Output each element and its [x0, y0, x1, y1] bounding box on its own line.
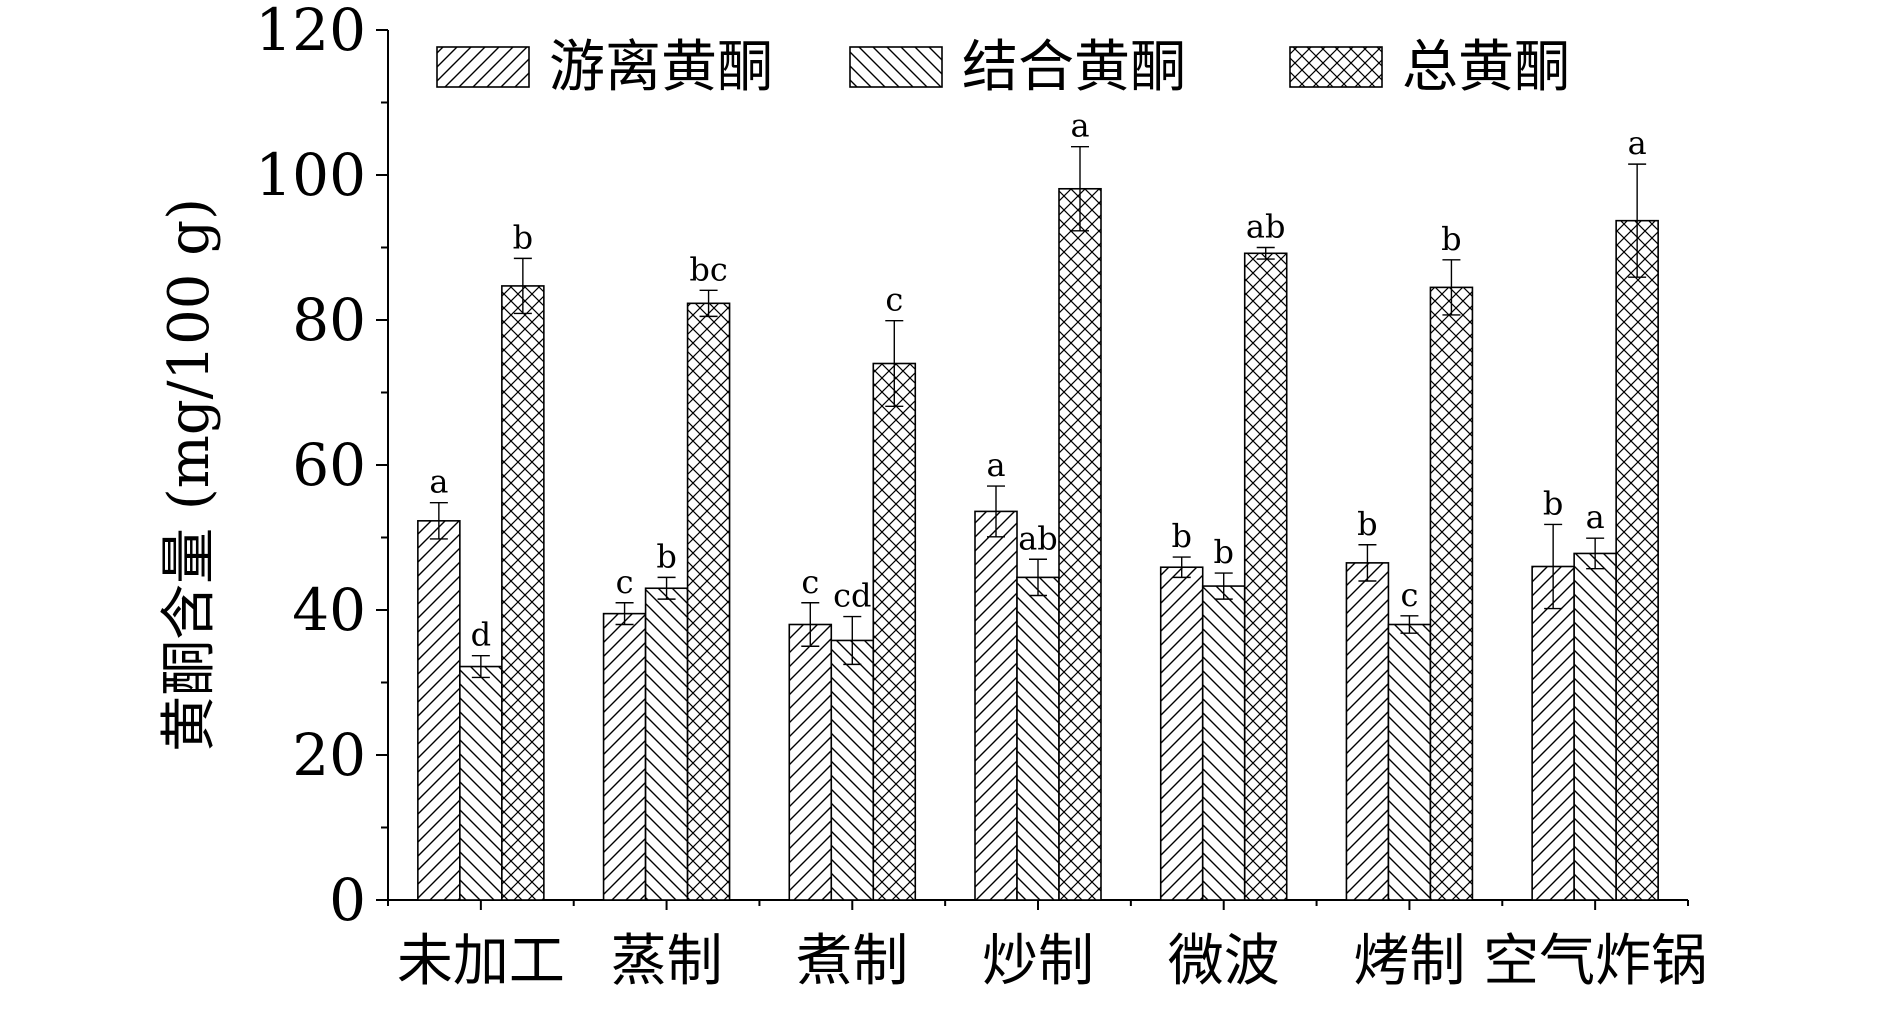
significance-letter: b — [1213, 533, 1233, 571]
legend-swatch — [849, 46, 943, 88]
bar — [1429, 286, 1474, 901]
y-tick-label: 20 — [292, 721, 366, 789]
bar — [974, 510, 1018, 901]
x-category-label: 煮制 — [796, 929, 908, 994]
significance-letter: b — [1171, 517, 1191, 555]
x-category-label: 蒸制 — [611, 929, 723, 994]
bar — [1345, 562, 1390, 901]
significance-letter: c — [616, 563, 634, 601]
significance-letter: b — [513, 218, 533, 256]
bar — [1016, 576, 1060, 901]
bar — [1243, 252, 1288, 901]
bar — [1201, 585, 1246, 901]
significance-letter: d — [471, 616, 491, 654]
significance-letter: ab — [1246, 208, 1286, 246]
significance-letter: c — [885, 281, 903, 319]
significance-letter: c — [801, 563, 819, 601]
legend-label: 游离黄酮 — [549, 35, 773, 100]
bars — [417, 187, 1659, 901]
bar — [830, 639, 875, 901]
bar — [872, 362, 917, 901]
error-bars — [429, 146, 1647, 679]
bar — [644, 587, 689, 901]
x-category-label: 未加工 — [397, 929, 565, 994]
bar — [1058, 187, 1102, 901]
bar — [1387, 623, 1432, 901]
significance-letter: b — [1441, 220, 1461, 258]
y-tick-label: 100 — [255, 141, 366, 209]
significance-letter: a — [1070, 107, 1089, 145]
bar — [459, 665, 503, 901]
x-category-label: 烤制 — [1353, 929, 1465, 994]
bar — [788, 623, 833, 901]
significance-letter: a — [429, 463, 448, 501]
significance-letter: bc — [689, 250, 727, 288]
significance-letter: b — [656, 537, 676, 575]
bar — [417, 520, 461, 901]
legend-label: 总黄酮 — [1402, 35, 1570, 100]
significance-letter: b — [1543, 484, 1563, 522]
y-tick-label: 40 — [292, 576, 366, 644]
bar — [1531, 565, 1575, 901]
legend-swatch — [1289, 46, 1383, 88]
x-category-label: 微波 — [1168, 929, 1280, 994]
legend-swatch — [436, 46, 530, 88]
x-ticks: 未加工 蒸制 煮制 炒制 微波 烤制 空气炸锅 — [387, 900, 1707, 994]
bar — [501, 285, 545, 901]
significance-letter: b — [1357, 505, 1377, 543]
y-ticks: 0 20 40 60 80 100 120 — [255, 0, 388, 934]
bar — [602, 612, 647, 901]
legend-label: 结合黄酮 — [962, 35, 1186, 100]
significance-letter: a — [1586, 498, 1605, 536]
significance-letter: ab — [1018, 519, 1058, 557]
significance-letter: c — [1400, 576, 1418, 614]
bar — [686, 302, 731, 901]
y-tick-label: 80 — [292, 286, 366, 354]
bar — [1615, 219, 1659, 901]
y-tick-label: 60 — [292, 431, 366, 499]
bar — [1573, 552, 1617, 901]
y-tick-label: 120 — [255, 0, 366, 64]
legend: 游离黄酮 结合黄酮 总黄酮 — [436, 35, 1570, 100]
significance-letter: cd — [833, 577, 871, 615]
x-category-label: 炒制 — [982, 929, 1094, 994]
y-axis-title: 黄酮含量 (mg/100 g) — [157, 198, 222, 752]
bar — [1159, 566, 1204, 901]
y-tick-label: 0 — [329, 866, 366, 934]
x-category-label: 空气炸锅 — [1483, 929, 1707, 994]
significance-letter: a — [986, 446, 1005, 484]
significance-letter: a — [1628, 124, 1647, 162]
